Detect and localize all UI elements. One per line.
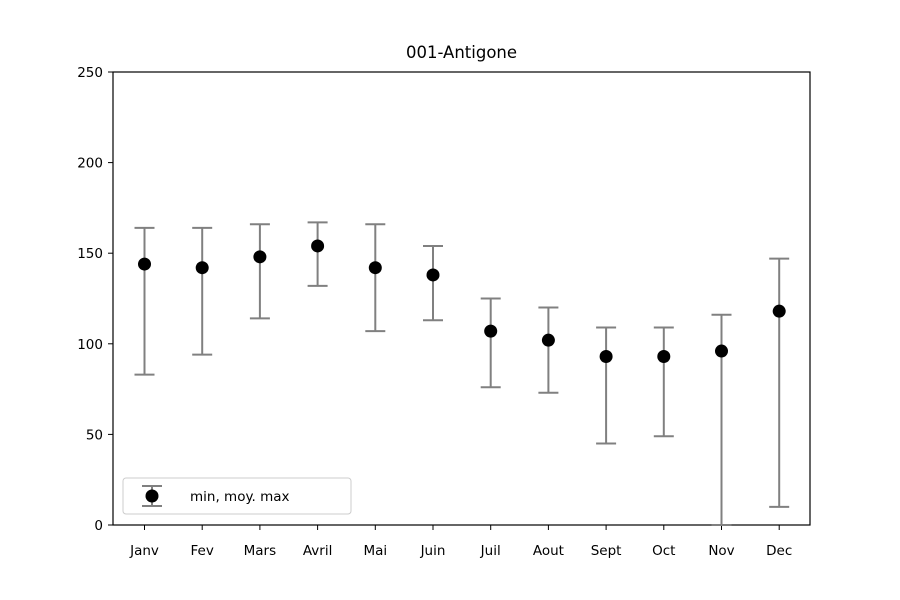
data-point <box>657 349 671 363</box>
legend: min, moy. max <box>122 477 352 515</box>
axes <box>112 71 811 526</box>
y-tick-label: 0 <box>94 518 103 534</box>
legend-marker <box>145 489 159 503</box>
error-bar <box>769 257 790 508</box>
y-axis-ticks: 0 50 100 150 200 250 <box>77 65 113 534</box>
legend-label: min, moy. max <box>190 489 290 505</box>
error-bar <box>653 326 674 438</box>
data-point <box>138 257 151 271</box>
data-point <box>599 349 613 363</box>
y-tick-label: 50 <box>86 427 103 443</box>
error-bar <box>423 244 443 322</box>
error-bars <box>134 221 790 526</box>
error-bar <box>596 326 617 445</box>
error-bar <box>249 223 270 320</box>
error-bar <box>365 223 386 333</box>
x-tick-label: Dec <box>766 543 792 559</box>
plot-frame <box>112 71 811 526</box>
error-bar <box>307 221 328 287</box>
data-point <box>484 324 498 338</box>
x-tick-label: Avril <box>303 543 333 559</box>
data-point <box>772 304 786 318</box>
x-axis-ticks: Janv Fev Mars Avril Mai Juin Juil Aout Sept Oct No… <box>129 525 792 559</box>
error-bar <box>192 226 213 356</box>
x-tick-label: Aout <box>533 543 564 559</box>
data-point <box>426 268 440 282</box>
x-tick-label: Janv <box>129 543 159 559</box>
y-tick-label: 200 <box>77 156 103 172</box>
x-tick-label: Mars <box>244 543 277 559</box>
y-tick-label: 250 <box>77 65 103 81</box>
x-tick-label: Oct <box>652 543 675 559</box>
data-point <box>311 239 325 253</box>
data-point <box>368 261 382 275</box>
x-tick-label: Sept <box>591 543 622 559</box>
x-tick-label: Fev <box>191 543 214 559</box>
data-point <box>253 250 267 264</box>
x-tick-label: Nov <box>708 543 734 559</box>
chart-title: 001-Antigone <box>406 43 517 62</box>
data-points <box>138 239 786 363</box>
x-tick-label: Juil <box>480 543 501 559</box>
y-tick-label: 150 <box>77 246 103 262</box>
error-bar <box>538 306 559 394</box>
y-tick-label: 100 <box>77 337 103 353</box>
data-point <box>541 333 555 347</box>
legend-box <box>122 477 352 515</box>
error-bar <box>134 226 155 376</box>
x-tick-label: Juin <box>420 543 446 559</box>
data-point <box>195 261 209 275</box>
data-point <box>715 344 728 358</box>
error-bar <box>480 297 501 389</box>
x-tick-label: Mai <box>363 543 387 559</box>
